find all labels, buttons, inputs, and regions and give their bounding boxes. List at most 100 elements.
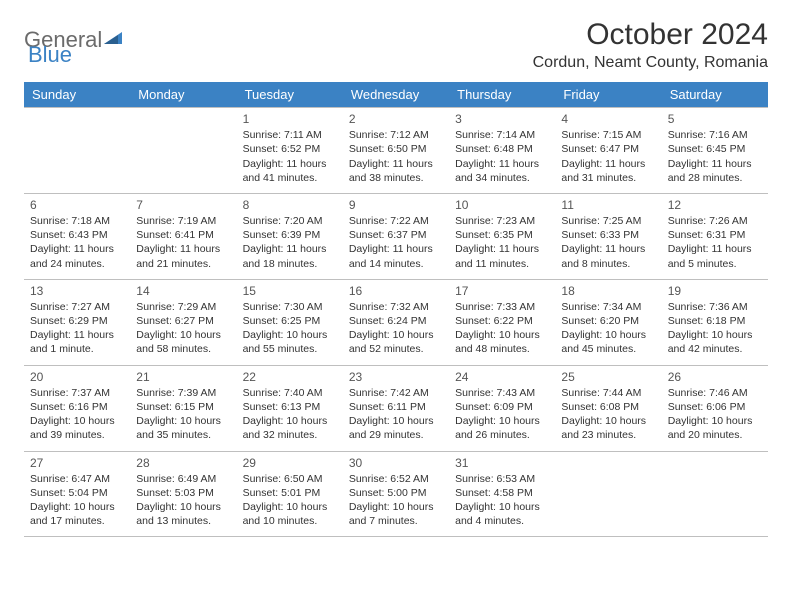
day-number: 8 bbox=[243, 197, 337, 213]
day-number: 28 bbox=[136, 455, 230, 471]
sunset-text: Sunset: 4:58 PM bbox=[455, 486, 549, 500]
daylight-text: Daylight: 11 hours and 5 minutes. bbox=[668, 242, 762, 270]
calendar-day-cell: 25Sunrise: 7:44 AMSunset: 6:08 PMDayligh… bbox=[555, 365, 661, 451]
daylight-text: Daylight: 11 hours and 8 minutes. bbox=[561, 242, 655, 270]
sunset-text: Sunset: 6:33 PM bbox=[561, 228, 655, 242]
sunrise-text: Sunrise: 7:11 AM bbox=[243, 128, 337, 142]
day-number: 17 bbox=[455, 283, 549, 299]
daylight-text: Daylight: 10 hours and 23 minutes. bbox=[561, 414, 655, 442]
calendar-table: Sunday Monday Tuesday Wednesday Thursday… bbox=[24, 82, 768, 537]
daylight-text: Daylight: 11 hours and 41 minutes. bbox=[243, 157, 337, 185]
day-number: 19 bbox=[668, 283, 762, 299]
day-number: 20 bbox=[30, 369, 124, 385]
sunrise-text: Sunrise: 6:50 AM bbox=[243, 472, 337, 486]
daylight-text: Daylight: 11 hours and 38 minutes. bbox=[349, 157, 443, 185]
sunset-text: Sunset: 6:50 PM bbox=[349, 142, 443, 156]
sunset-text: Sunset: 6:08 PM bbox=[561, 400, 655, 414]
daylight-text: Daylight: 10 hours and 35 minutes. bbox=[136, 414, 230, 442]
sunrise-text: Sunrise: 7:22 AM bbox=[349, 214, 443, 228]
calendar-week-row: 13Sunrise: 7:27 AMSunset: 6:29 PMDayligh… bbox=[24, 279, 768, 365]
day-number: 25 bbox=[561, 369, 655, 385]
sunset-text: Sunset: 6:43 PM bbox=[30, 228, 124, 242]
day-number: 12 bbox=[668, 197, 762, 213]
sunrise-text: Sunrise: 6:47 AM bbox=[30, 472, 124, 486]
sunrise-text: Sunrise: 7:39 AM bbox=[136, 386, 230, 400]
calendar-day-cell: 16Sunrise: 7:32 AMSunset: 6:24 PMDayligh… bbox=[343, 279, 449, 365]
day-number: 10 bbox=[455, 197, 549, 213]
day-header-sun: Sunday bbox=[24, 82, 130, 108]
day-number: 6 bbox=[30, 197, 124, 213]
sunrise-text: Sunrise: 7:33 AM bbox=[455, 300, 549, 314]
sunrise-text: Sunrise: 7:37 AM bbox=[30, 386, 124, 400]
header: General October 2024 Cordun, Neamt Count… bbox=[24, 18, 768, 72]
sunrise-text: Sunrise: 7:15 AM bbox=[561, 128, 655, 142]
calendar-day-cell: 21Sunrise: 7:39 AMSunset: 6:15 PMDayligh… bbox=[130, 365, 236, 451]
day-header-tue: Tuesday bbox=[237, 82, 343, 108]
calendar-day-cell: 12Sunrise: 7:26 AMSunset: 6:31 PMDayligh… bbox=[662, 193, 768, 279]
calendar-day-cell: 22Sunrise: 7:40 AMSunset: 6:13 PMDayligh… bbox=[237, 365, 343, 451]
calendar-day-cell: 18Sunrise: 7:34 AMSunset: 6:20 PMDayligh… bbox=[555, 279, 661, 365]
calendar-day-cell bbox=[662, 451, 768, 537]
sunrise-text: Sunrise: 7:19 AM bbox=[136, 214, 230, 228]
sunset-text: Sunset: 6:22 PM bbox=[455, 314, 549, 328]
sunset-text: Sunset: 6:16 PM bbox=[30, 400, 124, 414]
sunrise-text: Sunrise: 7:42 AM bbox=[349, 386, 443, 400]
day-number: 1 bbox=[243, 111, 337, 127]
daylight-text: Daylight: 10 hours and 45 minutes. bbox=[561, 328, 655, 356]
daylight-text: Daylight: 11 hours and 34 minutes. bbox=[455, 157, 549, 185]
calendar-day-cell: 19Sunrise: 7:36 AMSunset: 6:18 PMDayligh… bbox=[662, 279, 768, 365]
calendar-day-cell bbox=[130, 108, 236, 194]
day-number: 13 bbox=[30, 283, 124, 299]
sunrise-text: Sunrise: 7:29 AM bbox=[136, 300, 230, 314]
sunrise-text: Sunrise: 7:23 AM bbox=[455, 214, 549, 228]
day-number: 3 bbox=[455, 111, 549, 127]
sunrise-text: Sunrise: 7:14 AM bbox=[455, 128, 549, 142]
calendar-day-cell: 4Sunrise: 7:15 AMSunset: 6:47 PMDaylight… bbox=[555, 108, 661, 194]
calendar-day-cell: 13Sunrise: 7:27 AMSunset: 6:29 PMDayligh… bbox=[24, 279, 130, 365]
day-header-wed: Wednesday bbox=[343, 82, 449, 108]
calendar-day-cell bbox=[24, 108, 130, 194]
sunset-text: Sunset: 6:27 PM bbox=[136, 314, 230, 328]
calendar-day-cell: 1Sunrise: 7:11 AMSunset: 6:52 PMDaylight… bbox=[237, 108, 343, 194]
day-number: 22 bbox=[243, 369, 337, 385]
day-number: 9 bbox=[349, 197, 443, 213]
day-number: 16 bbox=[349, 283, 443, 299]
calendar-day-cell: 20Sunrise: 7:37 AMSunset: 6:16 PMDayligh… bbox=[24, 365, 130, 451]
sunrise-text: Sunrise: 7:32 AM bbox=[349, 300, 443, 314]
sunset-text: Sunset: 6:11 PM bbox=[349, 400, 443, 414]
title-block: October 2024 Cordun, Neamt County, Roman… bbox=[533, 18, 768, 72]
sunset-text: Sunset: 6:48 PM bbox=[455, 142, 549, 156]
sunrise-text: Sunrise: 7:25 AM bbox=[561, 214, 655, 228]
month-title: October 2024 bbox=[533, 18, 768, 52]
day-number: 15 bbox=[243, 283, 337, 299]
calendar-day-cell: 11Sunrise: 7:25 AMSunset: 6:33 PMDayligh… bbox=[555, 193, 661, 279]
daylight-text: Daylight: 11 hours and 1 minute. bbox=[30, 328, 124, 356]
sunrise-text: Sunrise: 7:20 AM bbox=[243, 214, 337, 228]
day-number: 7 bbox=[136, 197, 230, 213]
calendar-week-row: 1Sunrise: 7:11 AMSunset: 6:52 PMDaylight… bbox=[24, 108, 768, 194]
sunset-text: Sunset: 6:29 PM bbox=[30, 314, 124, 328]
calendar-day-cell: 15Sunrise: 7:30 AMSunset: 6:25 PMDayligh… bbox=[237, 279, 343, 365]
sunset-text: Sunset: 6:18 PM bbox=[668, 314, 762, 328]
sunrise-text: Sunrise: 6:52 AM bbox=[349, 472, 443, 486]
sunset-text: Sunset: 6:39 PM bbox=[243, 228, 337, 242]
calendar-day-cell: 8Sunrise: 7:20 AMSunset: 6:39 PMDaylight… bbox=[237, 193, 343, 279]
day-number: 2 bbox=[349, 111, 443, 127]
sunrise-text: Sunrise: 7:26 AM bbox=[668, 214, 762, 228]
sunset-text: Sunset: 6:15 PM bbox=[136, 400, 230, 414]
calendar-day-cell: 9Sunrise: 7:22 AMSunset: 6:37 PMDaylight… bbox=[343, 193, 449, 279]
sunset-text: Sunset: 5:04 PM bbox=[30, 486, 124, 500]
daylight-text: Daylight: 10 hours and 32 minutes. bbox=[243, 414, 337, 442]
calendar-week-row: 20Sunrise: 7:37 AMSunset: 6:16 PM Dayligh… bbox=[24, 365, 768, 451]
day-number: 26 bbox=[668, 369, 762, 385]
daylight-text: Daylight: 10 hours and 29 minutes. bbox=[349, 414, 443, 442]
sunset-text: Sunset: 6:24 PM bbox=[349, 314, 443, 328]
sunset-text: Sunset: 6:45 PM bbox=[668, 142, 762, 156]
day-number: 18 bbox=[561, 283, 655, 299]
daylight-text: Daylight: 10 hours and 13 minutes. bbox=[136, 500, 230, 528]
sunrise-text: Sunrise: 7:12 AM bbox=[349, 128, 443, 142]
day-number: 21 bbox=[136, 369, 230, 385]
daylight-text: Daylight: 10 hours and 58 minutes. bbox=[136, 328, 230, 356]
sunrise-text: Sunrise: 7:27 AM bbox=[30, 300, 124, 314]
calendar-day-cell: 5Sunrise: 7:16 AMSunset: 6:45 PMDaylight… bbox=[662, 108, 768, 194]
